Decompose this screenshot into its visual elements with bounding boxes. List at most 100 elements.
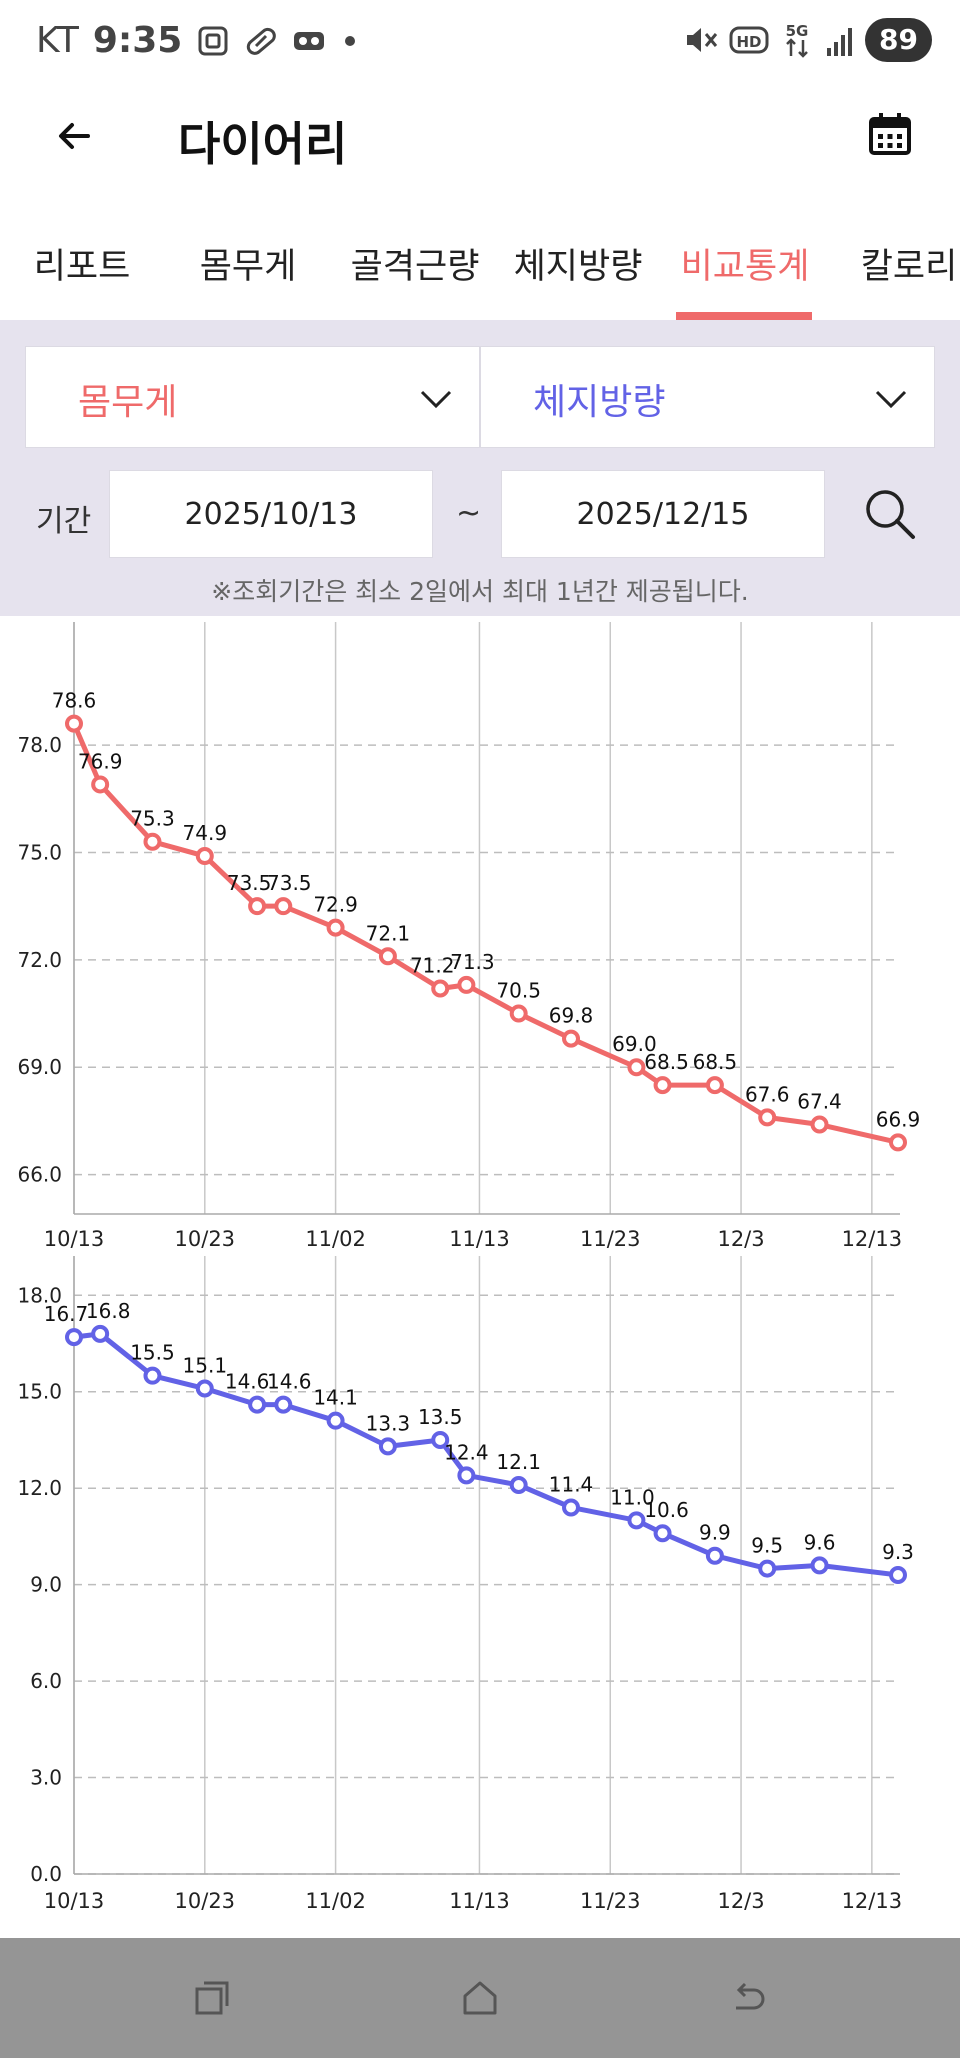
data-point	[274, 897, 293, 916]
data-label: 67.6	[745, 1082, 790, 1106]
data-point	[627, 1058, 646, 1077]
navigation-bar	[0, 1938, 960, 2058]
data-label: 15.5	[130, 1341, 175, 1365]
data-label: 72.9	[313, 893, 358, 917]
data-label: 68.5	[693, 1050, 738, 1074]
data-label: 13.3	[366, 1411, 411, 1435]
tab-skeletal-muscle[interactable]: 골격근량	[350, 247, 480, 287]
period-notice: ※조회기간은 최소 2일에서 최대 1년간 제공됩니다.	[211, 577, 749, 606]
data-label: 16.7	[44, 1302, 89, 1326]
recents-button[interactable]	[186, 1972, 238, 2024]
home-button[interactable]	[454, 1972, 506, 2024]
chart-grid	[73, 622, 900, 1214]
x-tick-label: 10/23	[175, 1227, 236, 1251]
data-point	[195, 1379, 214, 1398]
data-label: 10.6	[644, 1498, 689, 1522]
page-title: 다이어리	[178, 117, 348, 171]
x-tick-label: 11/13	[449, 1227, 510, 1251]
y-tick-label: 78.0	[17, 733, 62, 757]
data-label: 68.5	[644, 1050, 689, 1074]
start-date-field[interactable]: 2025/10/13	[109, 470, 433, 558]
chevron-down-icon	[420, 390, 452, 409]
data-label: 12.4	[444, 1440, 489, 1464]
data-label: 73.5	[267, 871, 312, 895]
home-icon	[463, 1981, 497, 2015]
data-point	[705, 1546, 724, 1565]
chart-grid	[73, 1256, 900, 1875]
tab-comparison-stats[interactable]: 비교통계	[680, 247, 810, 287]
x-tick-label: 10/23	[175, 1889, 236, 1913]
data-point	[627, 1511, 646, 1530]
data-label: 69.0	[612, 1032, 657, 1056]
data-label: 9.9	[699, 1521, 731, 1545]
x-tick-label: 11/13	[449, 1889, 510, 1913]
tab-body-fat[interactable]: 체지방량	[513, 247, 643, 287]
data-label: 11.4	[549, 1472, 594, 1496]
metric-select-a[interactable]: 몸무게	[25, 346, 480, 448]
y-tick-label: 69.0	[17, 1055, 62, 1079]
weight-chart-svg: 66.0 69.0 72.0 75.0 78.0 10/13 10/23 11/02 11/13…	[17, 622, 921, 1251]
data-point	[509, 1004, 528, 1023]
data-point	[889, 1566, 907, 1584]
data-point	[91, 775, 110, 794]
weight-chart: 66.0 69.0 72.0 75.0 78.0 10/13 10/23 11/02 11/13…	[0, 616, 960, 1256]
data-label: 9.3	[882, 1540, 914, 1564]
data-point	[810, 1556, 829, 1575]
x-tick-label: 12/3	[717, 1889, 764, 1913]
app-header: 다이어리	[0, 84, 960, 188]
data-point	[457, 1466, 476, 1485]
x-tick-label: 12/13	[842, 1227, 903, 1251]
recents-icon	[195, 1981, 229, 2015]
signal-icon	[825, 22, 855, 58]
tab-calories[interactable]: 칼로리	[860, 247, 958, 287]
data-point	[326, 1411, 345, 1430]
data-label: 66.9	[876, 1107, 921, 1131]
5g-icon: 5G	[779, 20, 815, 60]
data-label: 76.9	[78, 749, 123, 773]
data-label: 72.1	[366, 921, 411, 945]
data-label: 70.5	[496, 979, 541, 1003]
data-point	[248, 897, 267, 916]
data-label: 13.5	[418, 1405, 463, 1429]
data-point	[758, 1108, 777, 1127]
x-tick-label: 10/13	[44, 1227, 105, 1251]
data-label: 78.6	[52, 689, 97, 713]
metric-select-b-value: 체지방량	[533, 382, 666, 423]
metric-select-b[interactable]: 체지방량	[480, 346, 935, 448]
svg-text:5G: 5G	[786, 22, 809, 40]
data-point	[562, 1029, 581, 1048]
tab-report[interactable]: 리포트	[33, 247, 131, 287]
data-label: 67.4	[797, 1090, 842, 1114]
nav-back-button[interactable]	[722, 1972, 774, 2024]
status-right: HD 5G 89	[683, 18, 932, 62]
data-point	[143, 832, 162, 851]
tab-weight[interactable]: 몸무게	[199, 247, 297, 287]
data-label: 9.5	[751, 1534, 783, 1558]
body-fat-chart-svg: 0.0 3.0 6.0 9.0 12.0 15.0 18.0 10/13 10/23 11/02 1…	[17, 1256, 914, 1913]
data-point	[457, 975, 476, 994]
y-tick-label: 12.0	[17, 1476, 62, 1500]
data-point	[65, 1328, 83, 1347]
battery-indicator: 89	[865, 18, 932, 62]
search-button[interactable]	[858, 482, 922, 546]
data-point	[562, 1498, 581, 1517]
carrier-label: KT	[36, 20, 79, 61]
active-tab-indicator	[676, 312, 812, 320]
chevron-down-icon	[875, 390, 907, 409]
screenshot-icon	[196, 24, 230, 58]
data-label: 73.5	[227, 871, 272, 895]
filter-panel: 몸무게 체지방량 기간 2025/10/13 ~ 2025/12/15 ※조회기…	[0, 320, 960, 616]
end-date-field[interactable]: 2025/12/15	[501, 470, 825, 558]
data-point	[431, 1430, 450, 1449]
data-label: 71.3	[450, 950, 495, 974]
data-point	[378, 1437, 397, 1456]
x-tick-label: 11/23	[580, 1227, 641, 1251]
data-label: 71.2	[410, 953, 455, 977]
mute-icon	[683, 22, 719, 58]
data-point	[705, 1076, 724, 1095]
data-point	[509, 1475, 528, 1494]
data-label: 14.6	[267, 1370, 312, 1394]
calendar-button[interactable]	[860, 104, 920, 164]
back-button[interactable]	[44, 106, 104, 166]
data-point	[91, 1324, 110, 1343]
